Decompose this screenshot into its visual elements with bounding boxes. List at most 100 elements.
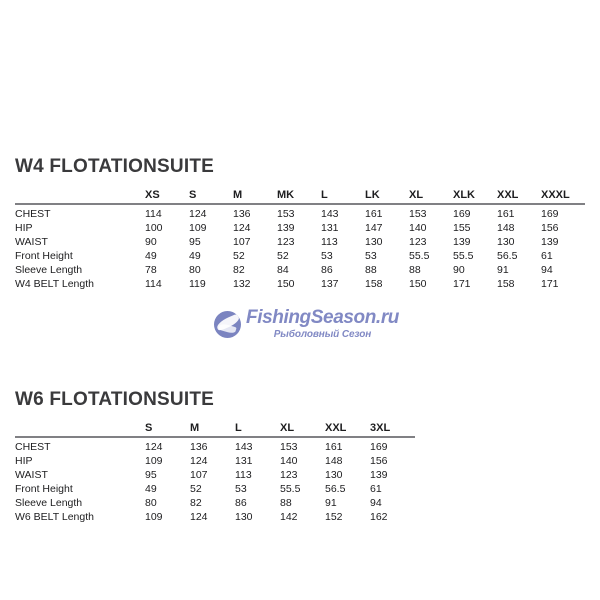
- watermark-site-name: FishingSeason.ru: [246, 307, 400, 328]
- table-row: Front Height 49 52 53 55.5 56.5 61: [15, 482, 415, 496]
- column-header-mk: MK: [277, 188, 321, 205]
- cell-value: 53: [235, 483, 247, 495]
- column-header-lk: LK: [365, 188, 409, 205]
- cell-value: 156: [541, 222, 559, 234]
- cell-value: 148: [325, 455, 343, 467]
- table-row: HIP 100 109 124 139 131 147 140 155 148 156: [15, 221, 585, 235]
- cell-value: 49: [145, 250, 157, 262]
- row-label: W6 BELT Length: [15, 511, 94, 523]
- cell-value: 49: [145, 483, 157, 495]
- table-header-row: S M L XL XXL 3XL: [15, 421, 415, 438]
- cell-value: 143: [235, 441, 253, 453]
- cell-value: 124: [190, 455, 208, 467]
- cell-value: 109: [145, 511, 163, 523]
- cell-value: 82: [233, 264, 245, 276]
- cell-value: 52: [277, 250, 289, 262]
- cell-value: 119: [189, 278, 206, 290]
- cell-value: 55.5: [409, 250, 430, 262]
- column-header-l: L: [235, 421, 280, 438]
- size-table-w4: XS S M MK L LK XL XLK XXL XXXL CHEST 114 124 136 153 1…: [15, 188, 585, 291]
- cell-value: 90: [145, 236, 157, 248]
- watermark-tagline: Рыболовный Сезон: [273, 329, 372, 340]
- cell-value: 107: [233, 236, 251, 248]
- cell-value: 156: [370, 455, 388, 467]
- cell-value: 139: [277, 222, 295, 234]
- cell-value: 143: [321, 208, 339, 220]
- cell-value: 137: [321, 278, 339, 290]
- column-header-xxxl: XXXL: [541, 188, 585, 205]
- cell-value: 136: [233, 208, 251, 220]
- cell-value: 109: [189, 222, 207, 234]
- cell-value: 131: [321, 222, 339, 234]
- row-label: CHEST: [15, 441, 51, 453]
- table-row: CHEST 124 136 143 153 161 169: [15, 437, 415, 454]
- column-header-xlk: XLK: [453, 188, 497, 205]
- row-label: WAIST: [15, 469, 48, 481]
- cell-value: 94: [370, 497, 382, 509]
- cell-value: 56.5: [497, 250, 518, 262]
- cell-value: 80: [189, 264, 201, 276]
- cell-value: 53: [365, 250, 377, 262]
- cell-value: 124: [189, 208, 207, 220]
- cell-value: 113: [235, 469, 252, 481]
- cell-value: 130: [497, 236, 515, 248]
- cell-value: 150: [409, 278, 427, 290]
- cell-value: 162: [370, 511, 388, 523]
- cell-value: 130: [235, 511, 253, 523]
- column-header-xxl: XXL: [497, 188, 541, 205]
- cell-value: 88: [409, 264, 421, 276]
- cell-value: 123: [280, 469, 298, 481]
- cell-value: 139: [541, 236, 559, 248]
- column-header-xxl: XXL: [325, 421, 370, 438]
- cell-value: 84: [277, 264, 289, 276]
- globe-icon: [214, 310, 241, 338]
- size-table-w6: S M L XL XXL 3XL CHEST 124 136 143 153 161 169 HIP 10…: [15, 421, 415, 524]
- cell-value: 80: [145, 497, 157, 509]
- table-row: Sleeve Length 78 80 82 84 86 88 88 90 91 94: [15, 263, 585, 277]
- row-label: Sleeve Length: [15, 497, 83, 509]
- cell-value: 124: [233, 222, 251, 234]
- cell-value: 61: [541, 250, 553, 262]
- cell-value: 153: [277, 208, 295, 220]
- cell-value: 53: [321, 250, 333, 262]
- cell-value: 130: [325, 469, 343, 481]
- row-label: HIP: [15, 455, 33, 467]
- size-chart-w6: W6 FLOTATIONSUITE S M L XL XXL 3XL CHEST 124 13…: [0, 388, 600, 524]
- watermark-text: FishingSeason.ru Рыболовный Сезон: [246, 308, 399, 340]
- cell-value: 55.5: [453, 250, 474, 262]
- cell-value: 161: [365, 208, 383, 220]
- cell-value: 158: [497, 278, 515, 290]
- column-header-xl: XL: [280, 421, 325, 438]
- table-row: CHEST 114 124 136 153 143 161 153 169 161 169: [15, 204, 585, 221]
- cell-value: 132: [233, 278, 251, 290]
- cell-value: 88: [365, 264, 377, 276]
- column-header-s: S: [145, 421, 190, 438]
- cell-value: 158: [365, 278, 383, 290]
- cell-value: 114: [145, 278, 162, 290]
- cell-value: 95: [189, 236, 201, 248]
- cell-value: 136: [190, 441, 208, 453]
- cell-value: 155: [453, 222, 471, 234]
- cell-value: 113: [321, 236, 338, 248]
- cell-value: 140: [280, 455, 298, 467]
- cell-value: 124: [145, 441, 163, 453]
- cell-value: 90: [453, 264, 465, 276]
- row-label: CHEST: [15, 208, 51, 220]
- size-chart-w4: W4 FLOTATIONSUITE XS S M MK L LK XL XLK XXL XXXL …: [0, 155, 600, 291]
- table-row: W6 BELT Length 109 124 130 142 152 162: [15, 510, 415, 524]
- table-row: W4 BELT Length 114 119 132 150 137 158 150 171 15…: [15, 277, 585, 291]
- table-header-w6: S M L XL XXL 3XL: [15, 421, 415, 438]
- page-title-w4: W4 FLOTATIONSUITE: [15, 156, 215, 177]
- cell-value: 100: [145, 222, 163, 234]
- table-row: HIP 109 124 131 140 148 156: [15, 454, 415, 468]
- row-label: Sleeve Length: [15, 264, 83, 276]
- cell-value: 82: [190, 497, 202, 509]
- cell-value: 124: [190, 511, 208, 523]
- row-label: Front Height: [15, 250, 73, 262]
- column-header-xl: XL: [409, 188, 453, 205]
- column-header-m: M: [233, 188, 277, 205]
- cell-value: 171: [541, 278, 559, 290]
- column-header-l: L: [321, 188, 365, 205]
- column-header-measurement: [15, 188, 145, 205]
